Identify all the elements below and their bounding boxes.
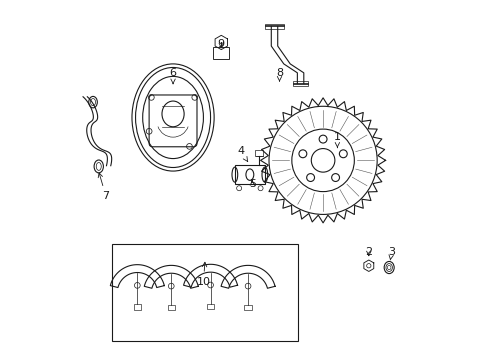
Bar: [213, 48, 229, 59]
Bar: [167, 305, 175, 310]
Text: 10: 10: [196, 262, 210, 287]
Text: 8: 8: [275, 68, 283, 81]
Bar: [234, 165, 264, 184]
Bar: [112, 244, 298, 341]
Text: 7: 7: [98, 173, 109, 201]
Bar: [254, 150, 263, 156]
Text: 1: 1: [333, 132, 340, 148]
Bar: [292, 81, 307, 86]
Text: 6: 6: [169, 68, 176, 84]
Text: 2: 2: [365, 247, 372, 257]
Text: 3: 3: [387, 247, 394, 260]
Bar: [206, 303, 214, 309]
Bar: [264, 24, 283, 28]
Text: 5: 5: [248, 179, 255, 189]
Bar: [134, 304, 141, 310]
Text: 9: 9: [217, 39, 224, 49]
Bar: [244, 305, 251, 310]
Text: 4: 4: [237, 147, 247, 162]
